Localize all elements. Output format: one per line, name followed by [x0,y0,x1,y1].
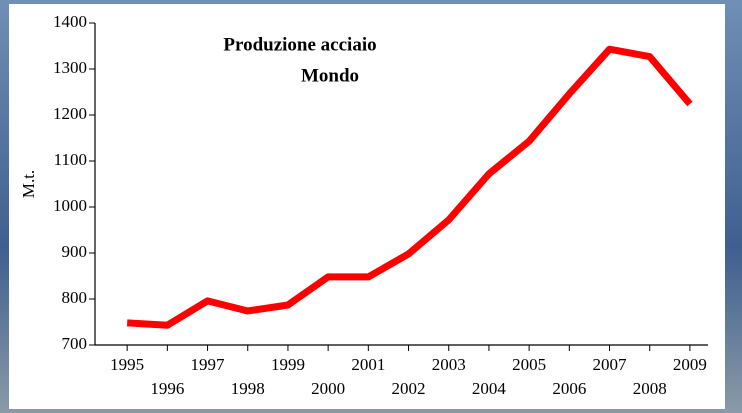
x-tick-label: 2006 [552,379,586,398]
y-tick-label: 800 [62,288,88,307]
x-tick-label: 2003 [432,355,466,374]
x-tick-label: 2009 [673,355,707,374]
x-tick-label: 2002 [392,379,426,398]
y-tick-label: 1000 [53,196,87,215]
x-tick-label: 2007 [593,355,628,374]
x-tick-label: 1995 [110,355,144,374]
x-tick-label: 1998 [231,379,265,398]
y-tick-label: 1300 [53,58,87,77]
y-tick-label: 1100 [54,150,87,169]
x-tick-label: 2000 [311,379,345,398]
y-tick-label: 900 [62,242,88,261]
x-tick-label: 1999 [271,355,305,374]
line [126,45,693,329]
chart-subtitle: Mondo [301,65,359,86]
x-tick-label: 2001 [351,355,385,374]
y-tick-label: 700 [62,334,88,353]
y-axis-label: M.t. [19,170,38,198]
x-tick-label: 1996 [150,379,184,398]
x-tick-label: 2005 [512,355,546,374]
x-tick-label: 2004 [472,379,507,398]
panel [9,4,725,409]
x-tick-label: 2008 [633,379,667,398]
chart-title: Produzione acciaio [223,34,376,55]
y-tick-label: 1200 [53,104,87,123]
y-tick-label: 1400 [53,12,87,31]
x-tick-label: 1997 [191,355,226,374]
